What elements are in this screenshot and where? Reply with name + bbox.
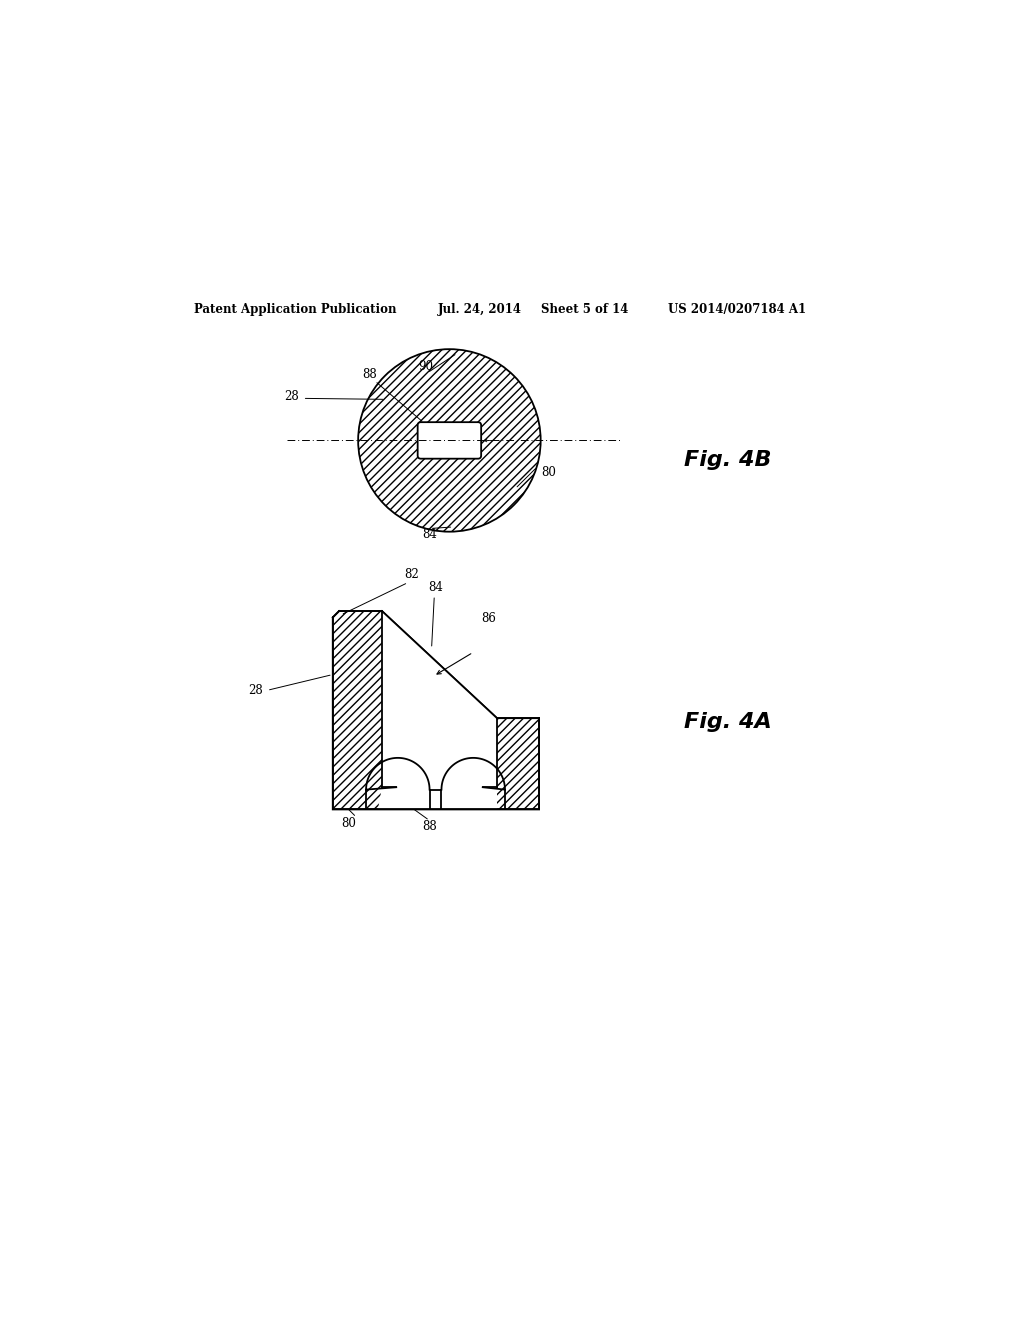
Text: Fig. 4B: Fig. 4B [684,450,771,470]
Text: Jul. 24, 2014: Jul. 24, 2014 [437,304,521,315]
Text: Sheet 5 of 14: Sheet 5 of 14 [541,304,628,315]
Text: US 2014/0207184 A1: US 2014/0207184 A1 [668,304,806,315]
Text: Patent Application Publication: Patent Application Publication [194,304,396,315]
Text: 88: 88 [422,821,437,833]
Polygon shape [378,787,497,809]
FancyBboxPatch shape [418,422,481,458]
Text: 80: 80 [541,466,556,479]
Polygon shape [382,611,497,787]
Text: 80: 80 [341,817,356,830]
Text: 28: 28 [248,684,263,697]
Text: Fig. 4A: Fig. 4A [684,713,771,733]
Text: 88: 88 [362,368,378,381]
Text: 84: 84 [428,581,443,594]
Circle shape [358,350,541,532]
Text: 82: 82 [404,568,420,581]
Text: 28: 28 [284,391,299,404]
Text: 90: 90 [418,360,433,374]
Text: 84: 84 [422,528,437,541]
Text: 86: 86 [481,612,497,626]
Polygon shape [333,611,539,809]
